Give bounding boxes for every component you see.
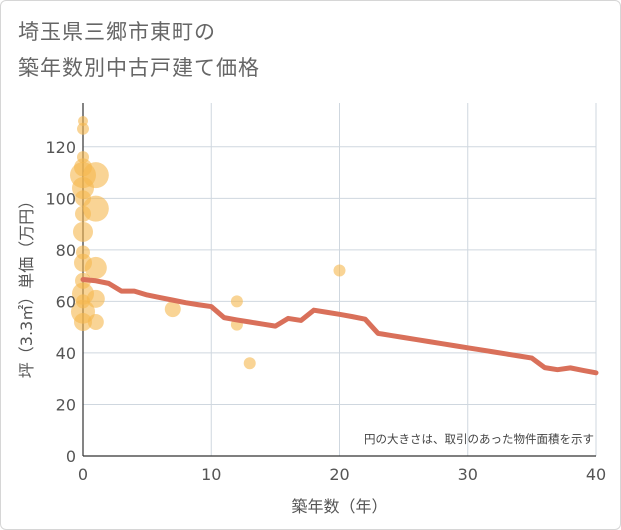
grid-lines <box>82 103 597 457</box>
y-tick-label: 0 <box>66 447 76 466</box>
scatter-point <box>82 162 109 189</box>
y-tick-label: 120 <box>45 138 76 157</box>
trend-line <box>80 277 599 376</box>
x-tick-label: 10 <box>201 465 221 484</box>
bubble-size-note: 円の大きさは、取引のあった物件面積を示す <box>364 432 594 446</box>
scatter-point <box>84 256 107 279</box>
chart-title-line-1: 埼玉県三郷市東町の <box>18 20 216 44</box>
axis-ticks: 0 10 20 30 40 0 20 40 60 80 100 120 <box>45 138 606 484</box>
bubble-series <box>70 116 346 370</box>
chart-title-line-2: 築年数別中古戸建て価格 <box>18 56 260 80</box>
scatter-point <box>243 357 256 370</box>
scatter-point <box>73 221 93 242</box>
scatter-point <box>333 264 346 277</box>
x-tick-label: 0 <box>78 465 88 484</box>
y-tick-label: 100 <box>45 189 76 208</box>
y-axis-label: 坪（3.3㎡）単価（万円） <box>17 193 36 378</box>
scatter-point <box>82 195 109 222</box>
scatter-point <box>77 122 89 135</box>
x-tick-label: 40 <box>586 465 606 484</box>
y-tick-label: 80 <box>56 241 76 260</box>
scatter-point <box>230 295 243 308</box>
x-tick-label: 20 <box>329 465 349 484</box>
y-tick-label: 20 <box>56 395 76 414</box>
scatter-point <box>74 313 92 332</box>
y-tick-label: 40 <box>56 344 76 363</box>
scatter-point <box>164 301 181 318</box>
scatter-point <box>86 289 105 308</box>
x-axis-label: 築年数（年） <box>291 497 387 516</box>
x-tick-label: 30 <box>458 465 478 484</box>
chart-title: 埼玉県三郷市東町の 築年数別中古戸建て価格 <box>18 14 260 86</box>
trend-line-series <box>80 277 599 376</box>
y-tick-label: 60 <box>56 292 76 311</box>
scatter-point <box>87 314 104 331</box>
